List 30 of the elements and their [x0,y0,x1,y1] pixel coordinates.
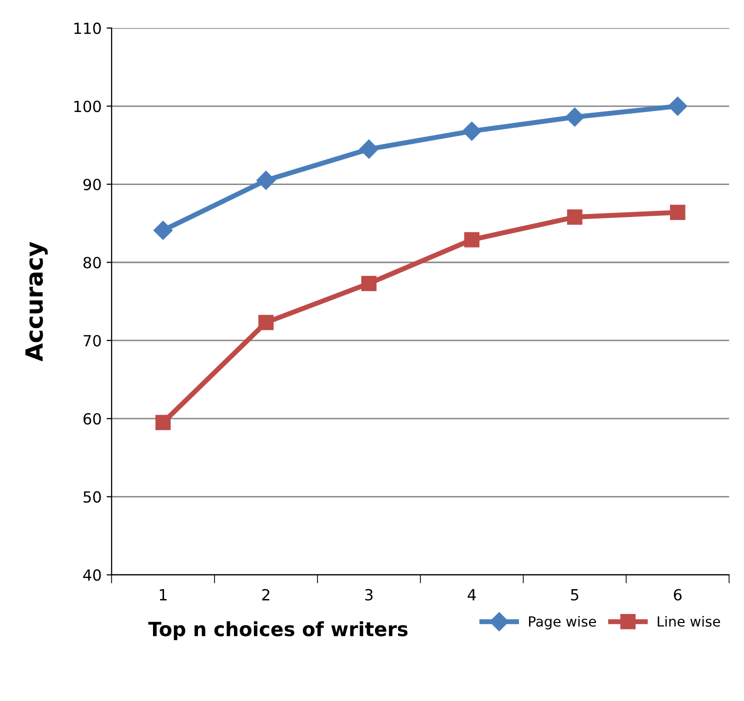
x-tick-label: 6 [674,588,682,601]
y-axis-title: Accuracy [25,242,48,362]
y-tick-label: 90 [83,178,101,190]
point [462,122,482,141]
point [256,170,276,190]
y-tick-label: 50 [84,491,101,503]
point [464,232,480,248]
y-tick-label: 40 [83,569,101,581]
x-axis-title: Top n choices of writers [148,621,408,640]
point [670,204,686,220]
point [565,108,584,127]
point [361,276,377,292]
y-tick-label: 60 [84,413,101,425]
point [258,314,274,330]
point [668,96,688,116]
point [155,414,171,430]
y-tick-label: 80 [83,256,101,268]
legend-label: Line wise [658,616,720,627]
x-tick-label: 1 [160,589,167,600]
y-tick-label: 110 [74,22,101,34]
x-tick-label: 5 [571,589,578,601]
point [359,140,378,159]
legend-label: Page wise [529,616,596,630]
y-tick-label: 70 [84,334,101,347]
point [567,209,582,225]
x-tick-label: 4 [468,589,476,600]
point [154,220,173,240]
x-tick-label: 3 [365,588,373,601]
x-tick-label: 2 [262,588,270,600]
y-tick-label: 100 [74,100,101,112]
